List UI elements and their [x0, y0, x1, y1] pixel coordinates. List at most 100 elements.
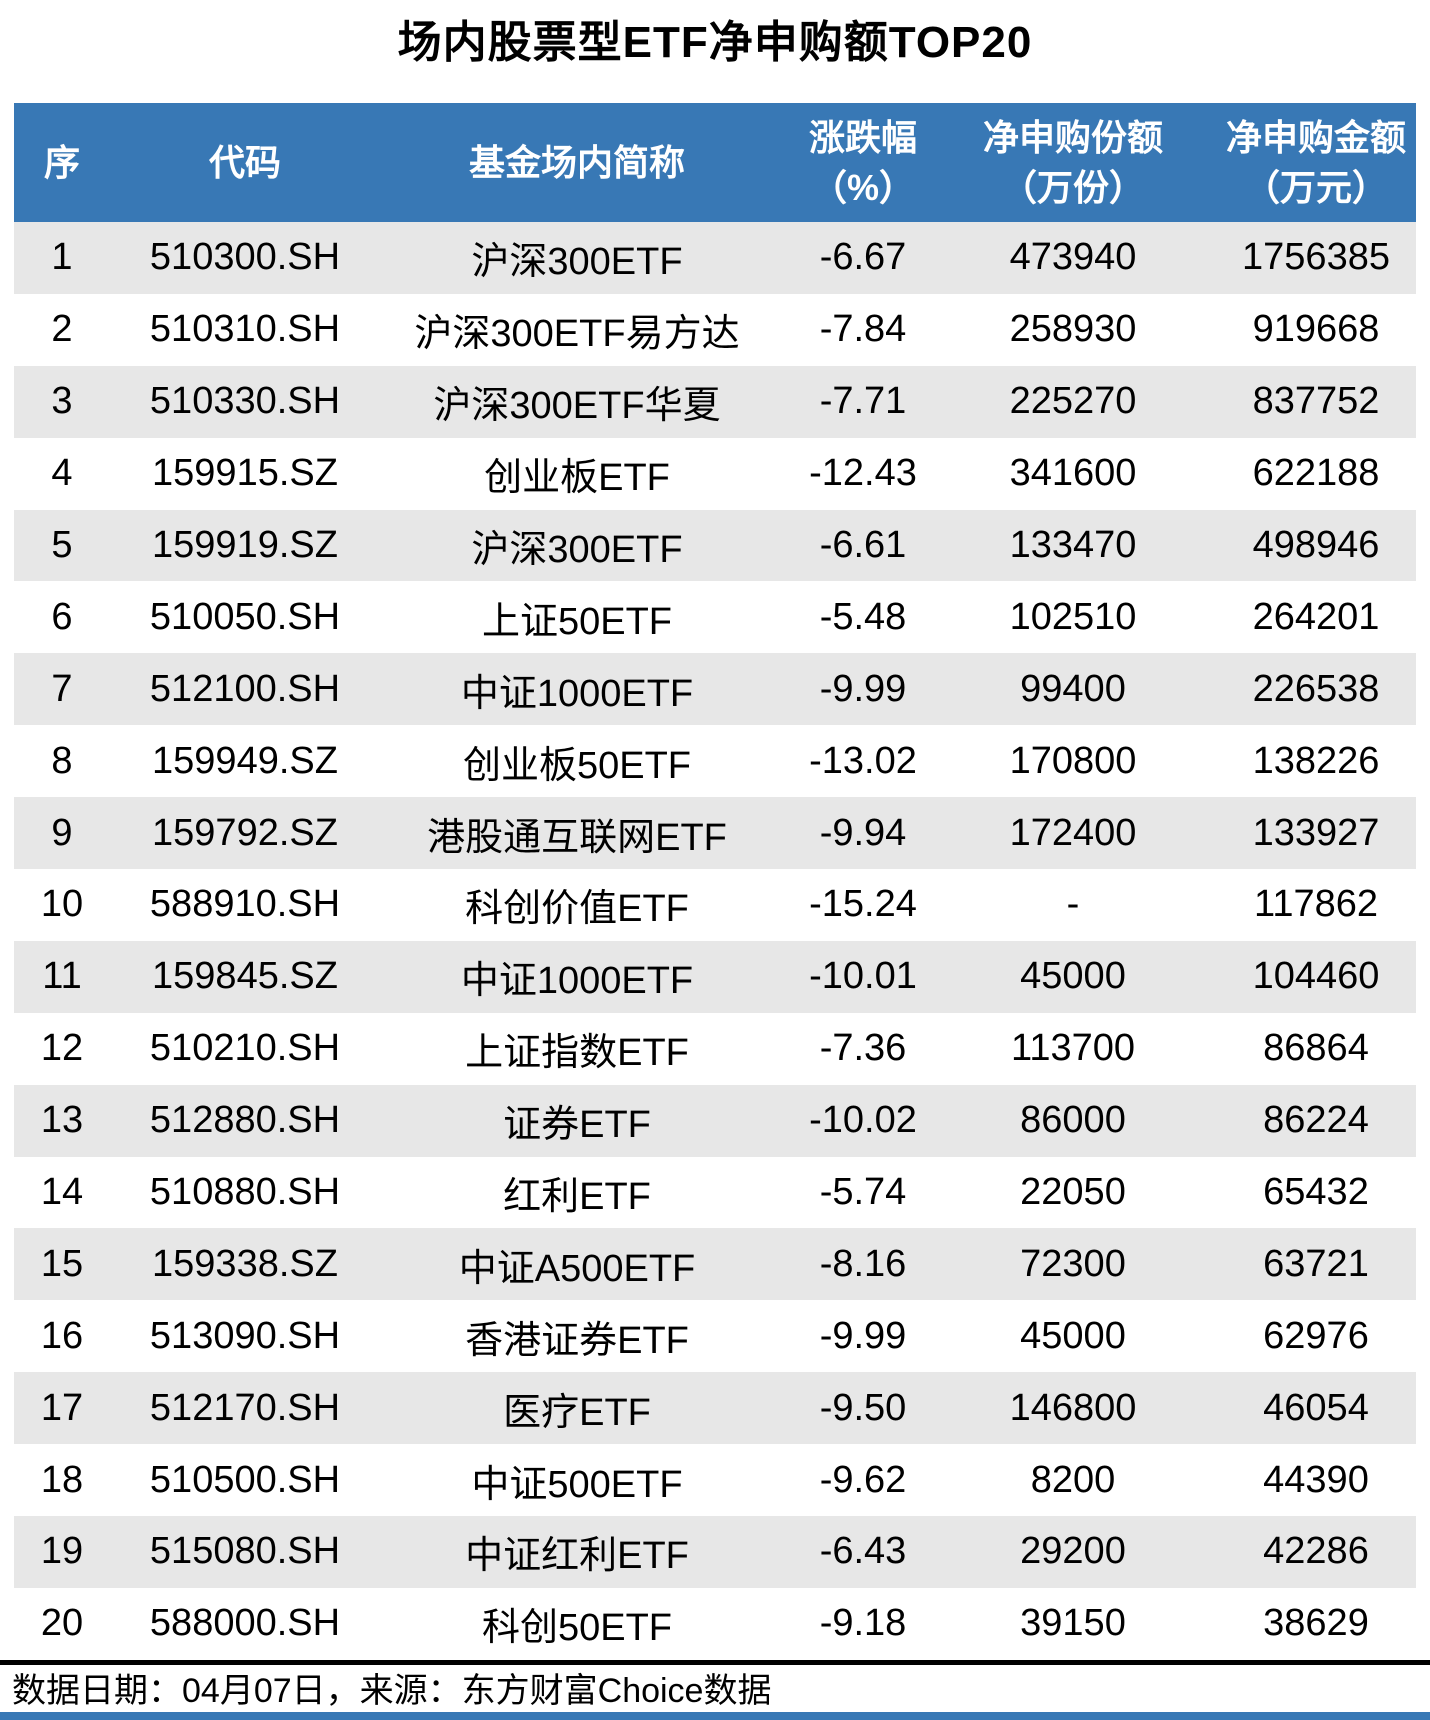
cell-net_subscription_amount: 65432 [1263, 1171, 1369, 1214]
cell-rank: 4 [51, 452, 73, 495]
cell-net_subscription_amount: 62976 [1263, 1314, 1369, 1357]
cell-net_subscription_amount: 86864 [1263, 1027, 1369, 1070]
etf-table: 序 代码 基金场内简称 涨跌幅 （%） 净申购份额 （万份） 净申购金额 （万元） 1 51030… [14, 103, 1416, 1660]
cell-net_subscription_shares: 133470 [1009, 524, 1137, 566]
table-row: 14 510880.SH 红利ETF -5.74 22050 65432 [14, 1157, 1416, 1229]
cell-net_subscription_shares: 146800 [1009, 1386, 1137, 1429]
cell-rank: 2 [51, 308, 73, 351]
cell-change_pct: -5.74 [819, 1171, 907, 1214]
cell-name: 医疗ETF [503, 1391, 651, 1434]
col-header-change_pct: 涨跌幅 （%） [774, 103, 952, 222]
cell-code: 510330.SH [149, 380, 341, 423]
cell-name: 科创50ETF [481, 1607, 673, 1650]
cell-name: 中证A500ETF [458, 1247, 696, 1290]
cell-net_subscription_shares: 39150 [1020, 1602, 1126, 1645]
cell-net_subscription_shares: 102510 [1009, 595, 1137, 638]
cell-change_pct: -9.18 [819, 1602, 907, 1645]
cell-change_pct: -9.94 [819, 811, 907, 854]
cell-change_pct: -7.71 [819, 380, 907, 423]
table-row: 18 510500.SH 中证500ETF -9.62 8200 44390 [14, 1444, 1416, 1516]
cell-net_subscription_amount: 117862 [1254, 883, 1378, 926]
table-row: 15 159338.SZ 中证A500ETF -8.16 72300 63721 [14, 1228, 1416, 1301]
cell-code: 512100.SH [149, 667, 341, 710]
cell-code: 510300.SH [149, 236, 341, 279]
cell-name: 中证500ETF [471, 1463, 683, 1506]
cell-name: 科创价值ETF [465, 888, 689, 931]
table-row: 19 515080.SH 中证红利ETF -6.43 29200 42286 [14, 1516, 1416, 1588]
cell-code: 510210.SH [149, 1027, 341, 1070]
col-header-unit: （万元） [1243, 166, 1388, 208]
cell-change_pct: -6.43 [819, 1530, 907, 1573]
table-row: 2 510310.SH 沪深300ETF易方达 -7.84 258930 919668 [14, 294, 1416, 366]
cell-rank: 1 [51, 236, 73, 279]
cell-change_pct: -7.36 [819, 1027, 907, 1070]
cell-rank: 11 [42, 955, 82, 998]
cell-change_pct: -7.84 [819, 308, 907, 351]
cell-code: 510050.SH [149, 595, 341, 638]
table-header-row: 序 代码 基金场内简称 涨跌幅 （%） 净申购份额 （万份） 净申购金额 （万元） [14, 103, 1416, 222]
bottom-accent-bar [0, 1712, 1430, 1720]
cell-change_pct: -8.16 [819, 1242, 907, 1285]
table-row: 13 512880.SH 证券ETF -10.02 86000 86224 [14, 1084, 1416, 1157]
table-row: 8 159949.SZ 创业板50ETF -13.02 170800 138226 [14, 725, 1416, 797]
col-header-label: 代码 [208, 141, 281, 183]
cell-rank: 15 [40, 1242, 84, 1285]
cell-net_subscription_shares: 172400 [1009, 811, 1137, 854]
cell-rank: 6 [51, 595, 73, 638]
cell-change_pct: -10.02 [809, 1099, 917, 1142]
cell-rank: 3 [51, 380, 73, 423]
cell-net_subscription_amount: 226538 [1252, 667, 1380, 710]
cell-change_pct: -10.01 [809, 955, 917, 998]
cell-net_subscription_shares: - [1066, 883, 1080, 926]
cell-net_subscription_amount: 133927 [1252, 811, 1380, 854]
cell-net_subscription_shares: 170800 [1009, 739, 1137, 782]
cell-rank: 13 [40, 1099, 84, 1142]
cell-change_pct: -13.02 [809, 739, 917, 782]
cell-net_subscription_amount: 264201 [1252, 595, 1380, 638]
table-row: 3 510330.SH 沪深300ETF华夏 -7.71 225270 837752 [14, 365, 1416, 438]
table-row: 7 512100.SH 中证1000ETF -9.99 99400 226538 [14, 653, 1416, 726]
table-row: 17 512170.SH 医疗ETF -9.50 146800 46054 [14, 1372, 1416, 1445]
cell-net_subscription_amount: 86224 [1263, 1099, 1369, 1142]
cell-name: 中证1000ETF [460, 672, 694, 715]
col-header-net_subscription_shares: 净申购份额 （万份） [952, 103, 1194, 222]
cell-code: 510310.SH [149, 308, 341, 351]
cell-code: 159845.SZ [152, 955, 338, 998]
cell-code: 159915.SZ [152, 452, 338, 495]
cell-net_subscription_amount: 63721 [1263, 1242, 1369, 1285]
cell-change_pct: -6.61 [819, 524, 907, 566]
col-header-name: 基金场内简称 [380, 103, 774, 222]
table-row: 4 159915.SZ 创业板ETF -12.43 341600 622188 [14, 438, 1416, 510]
cell-code: 510500.SH [149, 1458, 341, 1501]
cell-code: 510880.SH [149, 1171, 341, 1214]
footer-note: 数据日期：04月07日，来源：东方财富Choice数据 [12, 1672, 772, 1710]
cell-net_subscription_shares: 45000 [1020, 955, 1126, 998]
cell-change_pct: -5.48 [819, 595, 907, 638]
cell-code: 159949.SZ [152, 739, 338, 782]
cell-code: 159338.SZ [152, 1242, 338, 1285]
cell-net_subscription_amount: 38629 [1263, 1602, 1369, 1645]
cell-net_subscription_amount: 104460 [1252, 955, 1380, 998]
cell-net_subscription_shares: 113700 [1011, 1027, 1135, 1070]
cell-name: 上证指数ETF [465, 1032, 689, 1075]
table-row: 1 510300.SH 沪深300ETF -6.67 473940 1756385 [14, 222, 1416, 294]
cell-name: 中证红利ETF [465, 1535, 689, 1578]
table-row: 9 159792.SZ 港股通互联网ETF -9.94 172400 133927 [14, 797, 1416, 870]
cell-code: 588910.SH [149, 883, 341, 926]
cell-rank: 12 [40, 1027, 84, 1070]
page-title: 场内股票型ETF净申购额TOP20 [397, 18, 1033, 67]
cell-rank: 7 [51, 667, 73, 710]
col-header-code: 代码 [110, 103, 380, 222]
col-header-rank: 序 [14, 103, 110, 222]
cell-code: 159792.SZ [152, 811, 338, 854]
cell-name: 沪深300ETF华夏 [433, 385, 721, 428]
col-header-label: 序 [43, 141, 80, 183]
col-header-unit: （万份） [1000, 166, 1145, 208]
cell-name: 创业板ETF [484, 457, 670, 500]
cell-net_subscription_amount: 42286 [1263, 1530, 1369, 1573]
cell-net_subscription_shares: 258930 [1009, 308, 1137, 351]
cell-rank: 16 [40, 1314, 84, 1357]
cell-change_pct: -9.50 [819, 1386, 907, 1429]
col-header-label: 基金场内简称 [468, 141, 685, 183]
cell-rank: 8 [51, 739, 73, 782]
